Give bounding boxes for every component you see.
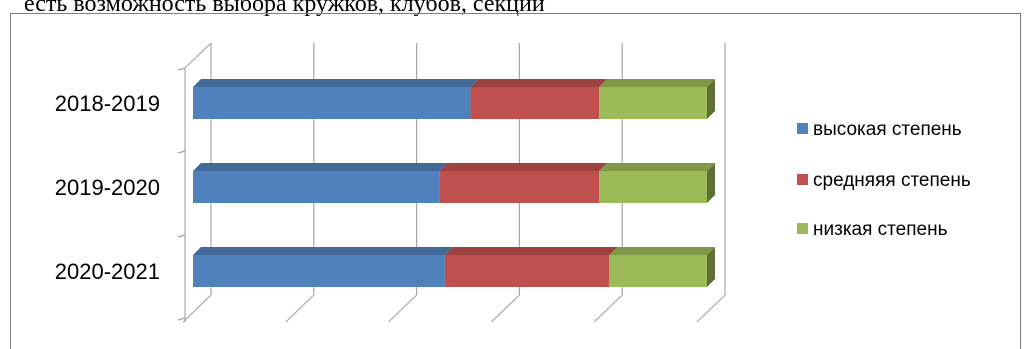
gridline-floor <box>285 294 315 323</box>
legend-swatch <box>797 174 808 185</box>
category-tick <box>177 317 186 321</box>
bar-segment <box>609 255 707 287</box>
bar-segment <box>444 255 610 287</box>
gridline-floor <box>593 294 623 323</box>
category-label: 2018-2019 <box>55 91 160 116</box>
legend: высокая степень средняяя степень низкая ст… <box>797 119 971 240</box>
bar-segment-top <box>444 247 618 255</box>
bar-segment-top <box>439 163 608 171</box>
category-tick <box>177 67 186 71</box>
bar-segment <box>193 87 471 119</box>
gridline-floor <box>182 294 212 323</box>
bar-segment <box>193 255 445 287</box>
bar-segment <box>439 171 600 203</box>
axis-left-wall-top <box>184 42 212 69</box>
bar-segment-top <box>193 163 448 171</box>
document-partial-text: есть возможность выбора кружков, клубов,… <box>24 0 545 17</box>
bars-layer <box>193 79 715 287</box>
bar-segment-top <box>599 163 715 171</box>
category-labels: 2018-2019 2019-2020 2020-2021 <box>55 91 160 284</box>
bar-side-face <box>707 79 715 119</box>
legend-swatch <box>797 223 808 234</box>
bar-segment-top <box>193 79 479 87</box>
bar-segment <box>193 171 440 203</box>
legend-label: средняяя степень <box>813 170 971 191</box>
category-tick <box>177 234 186 238</box>
bar-segment-top <box>609 247 715 255</box>
bar-segment-top <box>470 79 608 87</box>
bar-segment <box>599 171 707 203</box>
category-tick <box>177 150 186 154</box>
chart-frame <box>10 13 1021 349</box>
legend-label: низкая степень <box>813 219 948 240</box>
category-label: 2019-2020 <box>55 175 160 200</box>
legend-label: высокая степень <box>813 119 962 140</box>
bar-side-face <box>707 163 715 203</box>
bar-segment <box>470 87 600 119</box>
bar-segment-top <box>599 79 715 87</box>
bar-segment-top <box>193 247 453 255</box>
gridline-floor <box>696 294 726 323</box>
gridline-floor <box>490 294 520 323</box>
legend-swatch <box>797 123 808 134</box>
bar-side-face <box>707 247 715 287</box>
bar-segment <box>599 87 707 119</box>
category-label: 2020-2021 <box>55 259 160 284</box>
gridline-floor <box>388 294 418 323</box>
